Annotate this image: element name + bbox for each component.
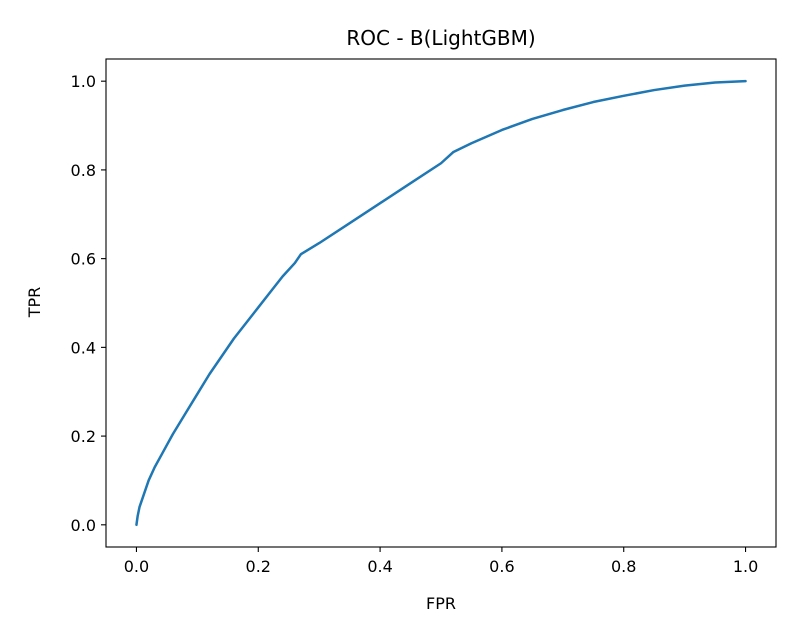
x-tick-label: 1.0	[733, 557, 758, 576]
x-tick-label: 0.2	[246, 557, 271, 576]
y-axis-label: TPR	[25, 287, 44, 319]
x-axis-ticks: 0.0 0.2 0.4 0.6 0.8 1.0	[124, 547, 758, 576]
series-layer	[135, 79, 747, 527]
y-axis-ticks: 0.0 0.2 0.4 0.6 0.8 1.0	[71, 72, 106, 535]
x-tick-label: 0.6	[489, 557, 514, 576]
y-tick-label: 1.0	[71, 72, 96, 91]
plot-frame	[105, 58, 777, 548]
y-tick-label: 0.6	[71, 250, 96, 269]
roc-curve-line	[135, 79, 747, 527]
x-tick-label: 0.8	[611, 557, 636, 576]
x-axis-label: FPR	[426, 594, 456, 613]
y-tick-label: 0.2	[71, 427, 96, 446]
x-tick-label: 0.4	[367, 557, 392, 576]
x-tick-label: 0.0	[124, 557, 149, 576]
chart-title: ROC - B(LightGBM)	[346, 26, 535, 50]
y-tick-label: 0.4	[71, 338, 96, 357]
y-tick-label: 0.8	[71, 161, 96, 180]
y-tick-label: 0.0	[71, 516, 96, 535]
